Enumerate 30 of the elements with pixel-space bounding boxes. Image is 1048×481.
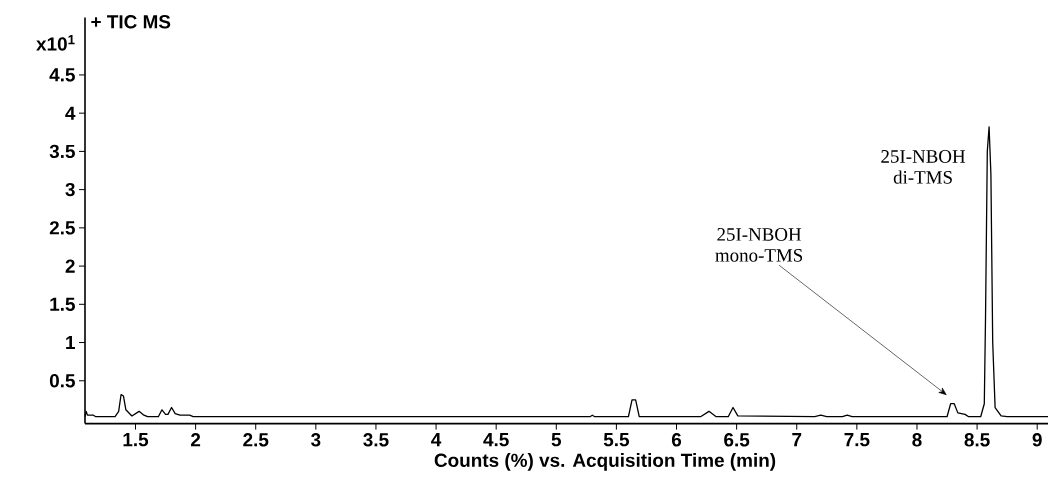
- x-axis-title: Counts (%) vs. Acquisition Time (min): [434, 453, 776, 471]
- y-tick-label: 0.5: [49, 374, 75, 388]
- annotation: 25I-NBOH mono-TMS: [715, 228, 803, 262]
- x-tick-label: 2.5: [243, 433, 269, 447]
- x-tick-label: 6.5: [724, 433, 750, 447]
- y-tick-label: 3.5: [49, 144, 75, 159]
- x-tick-label: 8.5: [964, 433, 990, 447]
- y-tick-label: 2: [65, 259, 75, 273]
- x-tick-label: 5: [551, 433, 562, 447]
- y-tick-label: 2.5: [49, 221, 75, 235]
- x-tick-label: 7.5: [844, 433, 870, 447]
- x-tick-label: 3: [311, 433, 321, 447]
- x-tick-label: 4.5: [483, 433, 509, 447]
- y-tick-label: 3: [65, 182, 75, 197]
- y-axis-title: x10$^{1}$: [36, 35, 75, 51]
- y-tick-label: 1.5: [50, 297, 75, 311]
- x-tick-label: 6: [671, 433, 682, 447]
- x-tick-label: 7: [792, 433, 802, 447]
- annotation: 25I-NBOH di-TMS: [881, 150, 966, 184]
- x-tick-label: 2: [191, 433, 201, 447]
- y-tick-label: 4: [65, 106, 76, 120]
- x-tick-label: 9: [1032, 433, 1042, 447]
- y-tick-label: 4.5: [49, 68, 75, 82]
- x-tick-label: 3.5: [363, 433, 389, 447]
- x-tick-label: 4: [431, 433, 442, 447]
- y-tick-label: 1: [66, 336, 75, 350]
- chart-title: + TIC MS: [91, 15, 171, 29]
- x-tick-label: 5.5: [603, 433, 630, 447]
- x-tick-label: 8: [912, 433, 922, 447]
- x-tick-label: 1.5: [123, 433, 149, 447]
